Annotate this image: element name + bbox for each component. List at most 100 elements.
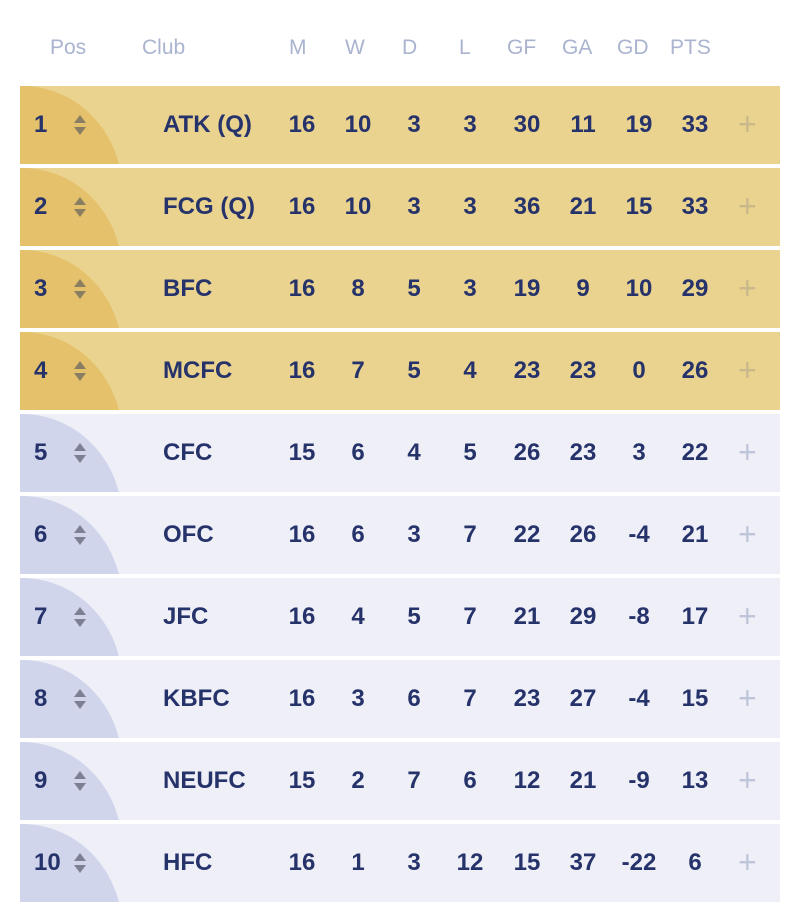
club-name[interactable]: OFC — [163, 521, 214, 548]
stat-points: 15 — [681, 685, 709, 712]
header-points[interactable]: PTS — [670, 36, 711, 59]
stat-points: 26 — [681, 357, 709, 384]
stat-goals-against: 21 — [569, 193, 597, 220]
table-row[interactable]: 1 ATK (Q) 16 10 3 3 30 11 19 33 + — [20, 86, 780, 164]
sort-arrows-icon — [73, 851, 87, 875]
sort-arrows-icon — [73, 277, 87, 301]
stat-wins: 6 — [351, 439, 365, 466]
stat-goals-against: 23 — [569, 439, 597, 466]
expand-plus-icon[interactable]: + — [738, 762, 757, 798]
club-name[interactable]: CFC — [163, 439, 213, 466]
header-draws[interactable]: D — [402, 36, 418, 59]
club-name[interactable]: NEUFC — [163, 767, 246, 794]
stat-goal-difference: 0 — [632, 357, 646, 384]
table-row[interactable]: 4 MCFC 16 7 5 4 23 23 0 26 + — [20, 332, 780, 410]
stat-draws: 6 — [407, 685, 421, 712]
sort-arrows-icon — [73, 195, 87, 219]
header-matches[interactable]: M — [289, 36, 307, 59]
table-row[interactable]: 5 CFC 15 6 4 5 26 23 3 22 + — [20, 414, 780, 492]
stat-goals-for: 21 — [513, 603, 541, 630]
stat-goal-difference: -9 — [628, 767, 650, 794]
club-name[interactable]: BFC — [163, 275, 213, 302]
position-number: 3 — [34, 275, 48, 302]
stat-goal-difference: -4 — [628, 521, 650, 548]
expand-plus-icon[interactable]: + — [738, 516, 757, 552]
standings-table: 1 ATK (Q) 16 10 3 3 3 0 11 19 3 3 +2 FCG (Q) 16 10 3 3 36 2… — [20, 86, 780, 906]
header-goal-difference[interactable]: GD — [617, 36, 649, 59]
stat-goals-against: 21 — [569, 767, 597, 794]
header-wins[interactable]: W — [345, 36, 365, 59]
expand-plus-icon[interactable]: + — [738, 188, 757, 224]
club-name[interactable]: FCG (Q) — [163, 193, 255, 220]
position-number: 5 — [34, 439, 48, 466]
expand-plus-icon[interactable]: + — [738, 844, 757, 880]
stat-losses: 6 — [463, 767, 477, 794]
expand-plus-icon[interactable]: + — [738, 598, 757, 634]
stat-goals-against: 11 — [570, 111, 596, 138]
club-name[interactable]: KBFC — [163, 685, 230, 712]
table-header: Pos Club M W D L GF GA GD PTS — [0, 30, 800, 66]
stat-goal-difference: -22 — [621, 849, 657, 876]
sort-arrows-icon — [73, 523, 87, 547]
stat-points: 22 — [681, 439, 709, 466]
stat-matches: 15 — [288, 439, 316, 466]
stat-points: 13 — [681, 767, 709, 794]
stat-draws: 3 — [407, 111, 421, 138]
table-row[interactable]: 3 BFC 16 8 5 3 19 9 10 29 + — [20, 250, 780, 328]
stat-losses: 7 — [463, 685, 477, 712]
table-row[interactable]: 7 JFC 16 4 5 7 21 29 -8 17 + — [20, 578, 780, 656]
stat-losses: 3 — [463, 193, 477, 220]
header-club[interactable]: Club — [142, 36, 186, 59]
header-losses[interactable]: L — [459, 36, 471, 59]
stat-wins: 3 — [351, 685, 365, 712]
stat-points: 17 — [681, 603, 709, 630]
expand-plus-icon[interactable]: + — [738, 270, 757, 306]
stat-goals-for: 23 — [513, 685, 541, 712]
stat-goals-against: 37 — [569, 849, 597, 876]
stat-losses: 3 — [463, 111, 477, 138]
stat-goals-against: 29 — [569, 603, 597, 630]
position-number: 2 — [34, 193, 48, 220]
expand-plus-icon[interactable]: + — [738, 680, 757, 716]
stat-wins: 2 — [351, 767, 365, 794]
sort-arrows-icon — [73, 605, 87, 629]
header-goals-for[interactable]: GF — [507, 36, 537, 59]
header-goals-against[interactable]: GA — [562, 36, 593, 59]
stat-matches: 16 — [288, 849, 316, 876]
stat-goals-for: 19 — [513, 275, 541, 302]
stat-goals-for: 26 — [513, 439, 541, 466]
table-row[interactable]: 8 KBFC 16 3 6 7 23 27 -4 15 + — [20, 660, 780, 738]
stat-points: 21 — [681, 521, 709, 548]
club-name[interactable]: ATK (Q) — [163, 111, 252, 138]
stat-matches: 16 — [288, 193, 316, 220]
stat-draws: 5 — [407, 357, 421, 384]
stat-goals-against: 26 — [569, 521, 597, 548]
stat-losses: 3 — [463, 275, 477, 302]
stat-wins: 6 — [351, 521, 365, 548]
table-row[interactable]: 2 FCG (Q) 16 10 3 3 36 21 15 33 + — [20, 168, 780, 246]
position-number: 10 — [34, 849, 61, 876]
position-number: 8 — [34, 685, 48, 712]
club-name[interactable]: MCFC — [163, 357, 233, 384]
stat-matches: 16 — [288, 603, 316, 630]
club-name[interactable]: JFC — [163, 603, 209, 630]
sort-arrows-icon — [73, 359, 87, 383]
position-number: 1 — [34, 111, 48, 138]
club-name[interactable]: HFC — [163, 849, 213, 876]
stat-matches: 16 — [288, 521, 316, 548]
stat-goal-difference: 3 — [632, 439, 646, 466]
position-number: 4 — [34, 357, 48, 384]
stat-goals-for: 15 — [513, 849, 541, 876]
stat-wins: 10 — [344, 111, 372, 138]
expand-plus-icon[interactable]: + — [738, 352, 757, 388]
expand-plus-icon[interactable]: + — [738, 434, 757, 470]
table-row[interactable]: 9 NEUFC 15 2 7 6 12 21 -9 13 + — [20, 742, 780, 820]
header-pos[interactable]: Pos — [50, 36, 87, 59]
stat-goals-for: 36 — [513, 193, 541, 220]
table-row[interactable]: 6 OFC 16 6 3 7 22 26 -4 21 + — [20, 496, 780, 574]
stat-losses: 7 — [463, 603, 477, 630]
stat-matches: 16 — [288, 111, 316, 138]
table-row[interactable]: 10 HFC 16 1 3 12 15 37 -22 6 + — [20, 824, 780, 902]
expand-plus-icon[interactable]: + — [738, 106, 757, 142]
stat-goal-difference: 10 — [625, 275, 653, 302]
